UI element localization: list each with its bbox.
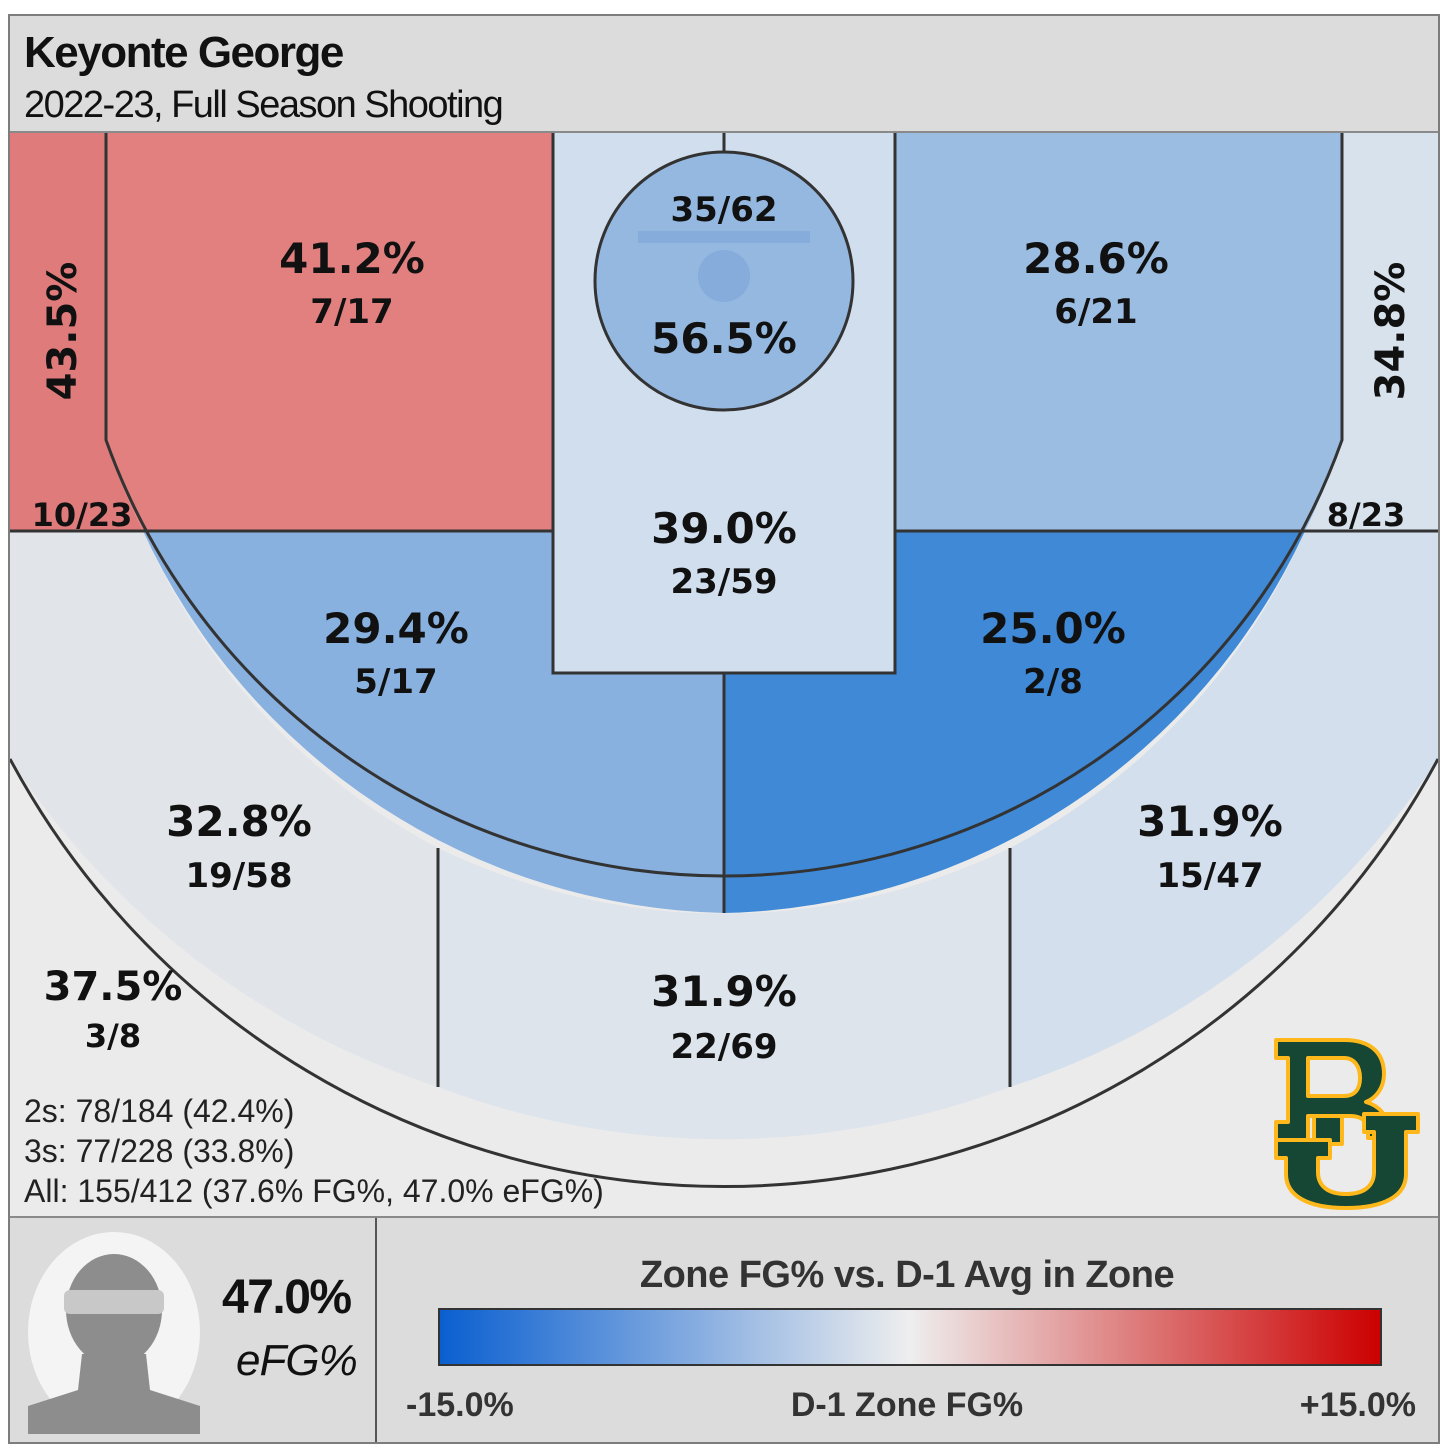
header: Keyonte George 2022-23, Full Season Shoo… — [10, 16, 1438, 133]
legend-max-label: +15.0% — [1299, 1386, 1416, 1424]
zone-label-count: 15/47 — [1156, 856, 1263, 896]
player-panel: 47.0% eFG% — [10, 1218, 377, 1442]
legend-mid-label: D-1 Zone FG% — [790, 1386, 1024, 1424]
zone-short-left — [106, 133, 553, 531]
legend-color-bar — [438, 1308, 1382, 1366]
zone-label-count: 35/62 — [670, 190, 777, 230]
zone-label-pct: 29.4% — [323, 604, 469, 653]
twos-summary: 2s: 78/184 (42.4%) — [24, 1093, 295, 1129]
zone-label-pct: 43.5% — [40, 262, 86, 401]
zone-label-count: 3/8 — [85, 1017, 141, 1055]
zone-label-count: 10/23 — [32, 496, 133, 534]
hoop — [698, 250, 750, 302]
zone-label-pct: 28.6% — [1023, 234, 1169, 283]
zone-label-pct: 37.5% — [44, 964, 183, 1010]
efg-label: eFG% — [236, 1336, 358, 1385]
zone-label-pct: 31.9% — [651, 967, 797, 1016]
zone-labels: 56.5% 35/62 39.0% 23/59 41.2% 7/17 28.6%… — [32, 190, 1414, 1067]
team-logo — [1274, 1038, 1420, 1210]
zone-label-pct: 25.0% — [980, 604, 1126, 653]
zone-short-left-baseline — [10, 133, 143, 531]
zone-label-count: 2/8 — [1023, 662, 1083, 702]
zone-label-count: 19/58 — [185, 856, 292, 896]
zone-label-count: 7/17 — [310, 292, 393, 332]
player-name: Keyonte George — [24, 28, 344, 77]
zone-label-pct: 34.8% — [1368, 262, 1414, 401]
player-avatar-icon — [28, 1232, 200, 1434]
legend-title: Zone FG% vs. D-1 Avg in Zone — [639, 1254, 1175, 1296]
zone-three-right-wing — [1010, 531, 1438, 1087]
zone-short-right — [895, 133, 1342, 531]
zone-label-pct: 31.9% — [1137, 797, 1283, 846]
zone-label-pct: 56.5% — [651, 314, 797, 363]
zone-three-left-wing — [10, 531, 438, 1087]
rim-circle — [593, 150, 855, 412]
outer-arc — [10, 758, 1438, 1189]
zone-label-count: 23/59 — [670, 562, 777, 602]
shot-chart-frame: Keyonte George 2022-23, Full Season Shoo… — [8, 14, 1440, 1444]
zone-mid-right — [724, 531, 1305, 913]
zone-label-pct: 41.2% — [279, 234, 425, 283]
threes-summary: 3s: 77/228 (33.8%) — [24, 1133, 295, 1169]
zone-label-pct: 32.8% — [166, 797, 312, 846]
zone-short-right-baseline — [1305, 133, 1438, 531]
zone-three-top — [438, 848, 1010, 1140]
zone-label-count: 5/17 — [354, 662, 437, 702]
shooting-summary: 2s: 78/184 (42.4%) 3s: 77/228 (33.8%) Al… — [24, 1091, 604, 1211]
all-summary: All: 155/412 (37.6% FG%, 47.0% eFG%) — [24, 1173, 604, 1209]
zone-label-count: 22/69 — [670, 1027, 777, 1067]
zone-label-pct: 39.0% — [651, 504, 797, 553]
chart-subtitle: 2022-23, Full Season Shooting — [24, 84, 504, 126]
legend-min-label: -15.0% — [406, 1386, 514, 1424]
shot-chart-court: 56.5% 35/62 39.0% 23/59 41.2% 7/17 28.6%… — [10, 133, 1438, 1216]
efg-value: 47.0% — [222, 1271, 352, 1324]
zone-mid-left — [143, 531, 724, 913]
footer: 47.0% eFG% Zone FG% vs. D-1 Avg in Zone … — [10, 1216, 1438, 1442]
backboard — [638, 231, 810, 243]
zone-label-count: 6/21 — [1054, 292, 1137, 332]
zone-label-count: 8/23 — [1327, 496, 1405, 534]
